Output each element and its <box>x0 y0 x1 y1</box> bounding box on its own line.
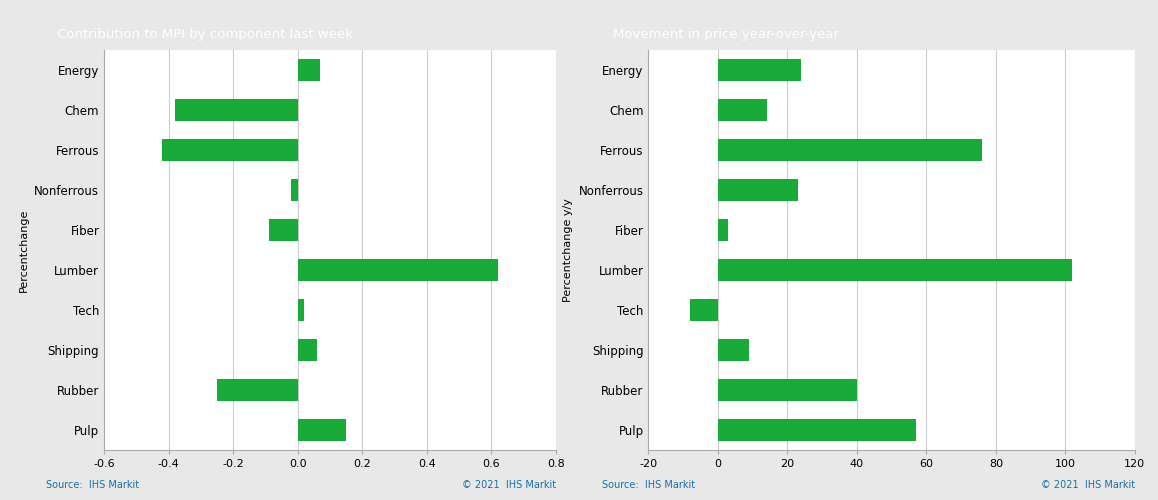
Text: Movement in price year-over-year: Movement in price year-over-year <box>613 28 838 41</box>
Bar <box>718 379 857 401</box>
Bar <box>298 59 321 81</box>
Bar <box>718 259 1072 281</box>
Bar <box>718 139 982 161</box>
Bar <box>298 259 498 281</box>
Bar <box>718 179 798 201</box>
Bar <box>298 299 305 321</box>
Text: © 2021  IHS Markit: © 2021 IHS Markit <box>1041 480 1135 490</box>
Text: Contribution to MPI by component last week: Contribution to MPI by component last we… <box>57 28 352 41</box>
Text: Source:  IHS Markit: Source: IHS Markit <box>602 480 695 490</box>
Bar <box>718 339 749 361</box>
Bar <box>690 299 718 321</box>
Bar <box>218 379 298 401</box>
Bar <box>175 99 298 121</box>
Bar <box>269 219 298 241</box>
Bar <box>718 59 801 81</box>
Bar <box>292 179 298 201</box>
Bar <box>162 139 298 161</box>
Y-axis label: Percentchange y/y: Percentchange y/y <box>563 198 573 302</box>
Bar <box>298 419 346 441</box>
Y-axis label: Percentchange: Percentchange <box>19 208 29 292</box>
Bar <box>298 339 317 361</box>
Bar <box>718 99 767 121</box>
Bar <box>718 419 916 441</box>
Text: © 2021  IHS Markit: © 2021 IHS Markit <box>462 480 556 490</box>
Text: Source:  IHS Markit: Source: IHS Markit <box>46 480 139 490</box>
Bar <box>718 219 728 241</box>
